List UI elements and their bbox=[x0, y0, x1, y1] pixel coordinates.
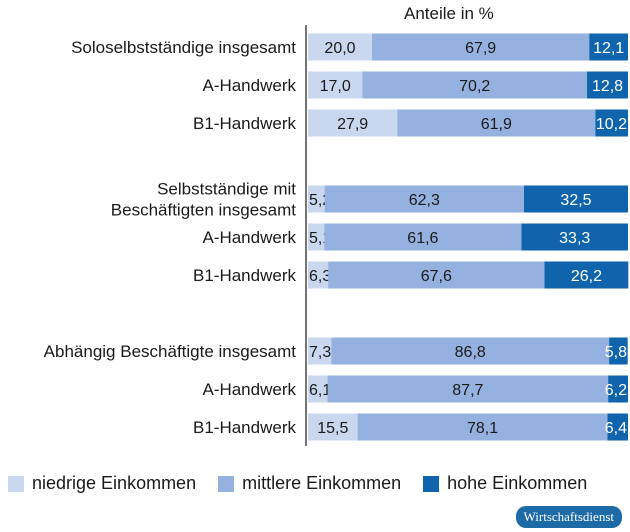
bar-segment-dep-total-high bbox=[609, 337, 628, 365]
value-label-solo-a-high: 12,8 bbox=[592, 78, 623, 95]
legend-label-low: niedrige Einkommen bbox=[32, 473, 197, 493]
bar-segment-emp-a-high bbox=[521, 223, 628, 251]
value-label-dep-total-mid: 86,8 bbox=[455, 344, 486, 361]
value-label-dep-b1-low: 15,5 bbox=[317, 420, 348, 437]
legend-label-mid: mittlere Einkommen bbox=[242, 473, 402, 493]
value-label-emp-b1-high: 26,2 bbox=[571, 268, 602, 285]
unit-label: Anteile in % bbox=[404, 4, 494, 23]
value-label-dep-a-mid: 87,7 bbox=[452, 382, 483, 399]
category-label-emp-total: Selbstständige mit Beschäftigten insgesam… bbox=[111, 180, 296, 220]
category-label-dep-a: A-Handwerk bbox=[202, 380, 296, 399]
brand-logo: Wirtschaftsdienst bbox=[515, 506, 622, 528]
value-label-dep-total-high: 5,8 bbox=[605, 344, 627, 361]
bar-segment-solo-a-high bbox=[587, 71, 628, 99]
bar-segment-emp-a-low bbox=[308, 223, 325, 251]
bar-segment-solo-total-mid bbox=[372, 33, 590, 61]
value-label-solo-total-mid: 67,9 bbox=[465, 40, 496, 57]
bar-segment-emp-b1-low bbox=[308, 261, 329, 289]
bar-segment-dep-a-high bbox=[608, 375, 628, 403]
bar-segment-emp-total-low bbox=[308, 185, 325, 213]
value-label-emp-a-high: 33,3 bbox=[559, 230, 590, 247]
bar-segment-dep-a-low bbox=[308, 375, 328, 403]
category-label-solo-a: A-Handwerk bbox=[202, 76, 296, 95]
legend-swatch-mid bbox=[218, 475, 235, 492]
bar-segment-solo-a-mid bbox=[362, 71, 588, 99]
value-label-solo-b1-low: 27,9 bbox=[337, 116, 368, 133]
bar-segment-dep-total-mid bbox=[331, 337, 610, 365]
value-label-emp-b1-mid: 67,6 bbox=[421, 268, 452, 285]
value-label-dep-a-high: 6,2 bbox=[605, 382, 627, 399]
legend-swatch-high bbox=[423, 475, 440, 492]
value-label-emp-total-high: 32,5 bbox=[560, 192, 591, 209]
category-label-dep-b1: B1-Handwerk bbox=[193, 418, 296, 437]
bar-segment-emp-a-mid bbox=[324, 223, 522, 251]
legend-swatch-low bbox=[8, 475, 24, 492]
income-share-chart: Soloselbstständige insgesamt A-Handwerk B1… bbox=[44, 25, 629, 446]
category-label-emp-b1: B1-Handwerk bbox=[193, 266, 296, 285]
bar-segment-emp-b1-high bbox=[544, 261, 629, 289]
value-label-solo-b1-mid: 61,9 bbox=[481, 116, 512, 133]
bar-segment-emp-b1-mid bbox=[328, 261, 545, 289]
bar-segment-solo-b1-low bbox=[308, 109, 398, 137]
legend: niedrige Einkommen mittlere Einkommen ho… bbox=[8, 473, 587, 494]
category-label-emp-a: A-Handwerk bbox=[202, 228, 296, 247]
bar-segment-solo-b1-mid bbox=[397, 109, 596, 137]
value-label-solo-total-high: 12,1 bbox=[593, 40, 624, 57]
value-label-solo-b1-high: 10,2 bbox=[596, 116, 627, 133]
category-label-dep-total: Abhängig Beschäftigte insgesamt bbox=[44, 342, 297, 361]
bar-segment-dep-b1-high bbox=[607, 413, 628, 441]
value-label-emp-a-mid: 61,6 bbox=[407, 230, 438, 247]
category-label-solo-b1: B1-Handwerk bbox=[193, 114, 296, 133]
bar-segment-dep-total-low bbox=[308, 337, 332, 365]
legend-item-low: niedrige Einkommen bbox=[8, 473, 196, 494]
value-label-dep-b1-high: 6,4 bbox=[605, 420, 627, 437]
bar-segment-solo-b1-high bbox=[595, 109, 628, 137]
legend-label-high: hohe Einkommen bbox=[447, 473, 588, 493]
value-label-emp-b1-low: 6,3 bbox=[309, 268, 331, 285]
value-label-dep-total-low: 7,3 bbox=[309, 344, 331, 361]
bar-segment-emp-total-high bbox=[524, 185, 628, 213]
category-label-solo-total: Soloselbstständige insgesamt bbox=[71, 38, 296, 57]
bar-segment-dep-a-mid bbox=[327, 375, 609, 403]
legend-item-high: hohe Einkommen bbox=[423, 473, 587, 494]
bar-segment-dep-b1-mid bbox=[357, 413, 608, 441]
bar-segment-solo-total-low bbox=[308, 33, 372, 61]
value-label-dep-b1-mid: 78,1 bbox=[467, 420, 498, 437]
bar-segment-solo-a-low bbox=[308, 71, 363, 99]
bar-segment-emp-total-mid bbox=[324, 185, 524, 213]
value-label-emp-total-mid: 62,3 bbox=[409, 192, 440, 209]
value-label-solo-a-mid: 70,2 bbox=[459, 78, 490, 95]
bar-segment-dep-b1-low bbox=[308, 413, 358, 441]
legend-item-mid: mittlere Einkommen bbox=[218, 473, 401, 494]
value-label-solo-a-low: 17,0 bbox=[320, 78, 351, 95]
value-label-solo-total-low: 20,0 bbox=[324, 40, 355, 57]
bar-segment-solo-total-high bbox=[589, 33, 628, 61]
value-label-dep-a-low: 6,1 bbox=[309, 382, 331, 399]
